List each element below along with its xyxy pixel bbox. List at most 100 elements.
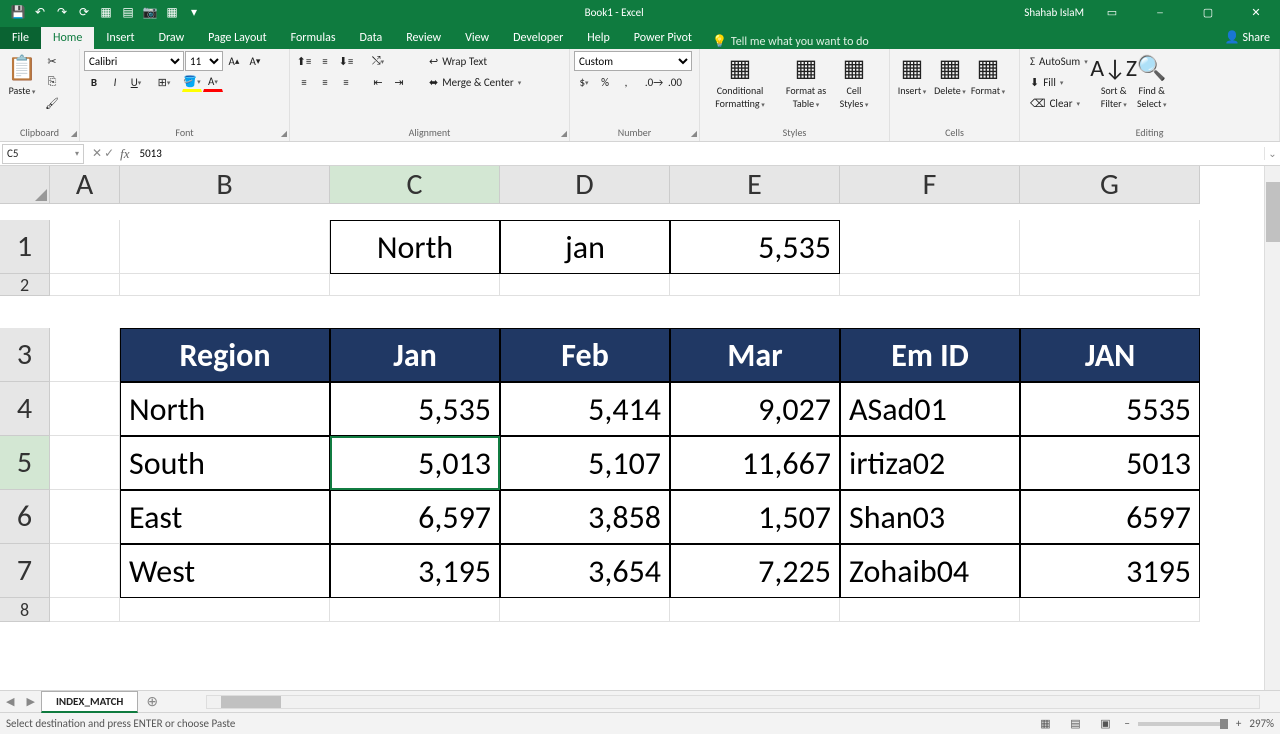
vscroll-thumb[interactable] <box>1266 182 1280 242</box>
tab-home[interactable]: Home <box>41 27 94 49</box>
italic-button[interactable]: I <box>105 72 125 92</box>
clear-button[interactable]: ⌫Clear <box>1024 93 1094 113</box>
add-sheet-button[interactable]: ⊕ <box>138 693 166 710</box>
cell-C5[interactable]: 5,013 <box>330 436 500 490</box>
cell-F1[interactable] <box>840 220 1020 274</box>
row-header-8[interactable]: 8 <box>0 598 50 622</box>
find-select-button[interactable]: 🔍Find & Select <box>1134 51 1170 110</box>
font-color-button[interactable]: A <box>203 72 223 92</box>
delete-cells-button[interactable]: ▦Delete <box>932 51 968 97</box>
cell-G7[interactable]: 3195 <box>1020 544 1200 598</box>
cell-G4[interactable]: 5535 <box>1020 382 1200 436</box>
cell-B2[interactable] <box>120 274 330 296</box>
cell-G8[interactable] <box>1020 598 1200 622</box>
formula-input[interactable] <box>136 147 1264 160</box>
cell-E7[interactable]: 7,225 <box>670 544 840 598</box>
zoom-level[interactable]: 297% <box>1249 717 1274 730</box>
conditional-formatting-button[interactable]: ▦Conditional Formatting <box>704 51 776 110</box>
cell-A5[interactable] <box>50 436 120 490</box>
normal-view-icon[interactable]: ▦ <box>1034 717 1056 730</box>
fill-color-button[interactable]: 🪣 <box>182 72 202 92</box>
cell-F8[interactable] <box>840 598 1020 622</box>
camera-icon[interactable]: 📷 <box>140 2 160 22</box>
col-header-G[interactable]: G <box>1020 166 1200 204</box>
increase-decimal-button[interactable]: .0→ <box>644 72 664 92</box>
autosum-button[interactable]: ΣAutoSum <box>1024 51 1094 71</box>
table-icon[interactable]: ▦ <box>162 2 182 22</box>
merge-center-button[interactable]: ⬌Merge & Center <box>423 72 527 92</box>
cell-F5[interactable]: irtiza02 <box>840 436 1020 490</box>
align-right-button[interactable]: ≡ <box>336 72 356 92</box>
undo-icon[interactable]: ↶ <box>30 2 50 22</box>
cell-A6[interactable] <box>50 490 120 544</box>
cell-G2[interactable] <box>1020 274 1200 296</box>
tab-file[interactable]: File <box>0 27 41 49</box>
cell-F3[interactable]: Em ID <box>840 328 1020 382</box>
cell-B4[interactable]: North <box>120 382 330 436</box>
cell-G6[interactable]: 6597 <box>1020 490 1200 544</box>
decrease-indent-button[interactable]: ⇤ <box>368 72 388 92</box>
zoom-slider[interactable] <box>1138 722 1228 726</box>
row-header-6[interactable]: 6 <box>0 490 50 544</box>
borders-button[interactable]: ⊞ <box>154 72 174 92</box>
wrap-text-button[interactable]: ↩Wrap Text <box>423 51 527 71</box>
col-header-B[interactable]: B <box>120 166 330 204</box>
cell-B1[interactable] <box>120 220 330 274</box>
format-as-table-button[interactable]: ▦Format as Table <box>778 51 834 110</box>
cell-G3[interactable]: JAN <box>1020 328 1200 382</box>
close-button[interactable]: ✕ <box>1236 0 1276 24</box>
tab-draw[interactable]: Draw <box>147 27 197 49</box>
enter-formula-icon[interactable]: ✓ <box>104 146 114 161</box>
cell-A7[interactable] <box>50 544 120 598</box>
cancel-formula-icon[interactable]: ✕ <box>92 146 102 161</box>
cell-E5[interactable]: 11,667 <box>670 436 840 490</box>
minimize-button[interactable]: ─ <box>1140 0 1180 24</box>
align-left-button[interactable]: ≡ <box>294 72 314 92</box>
vertical-scrollbar[interactable] <box>1264 166 1280 690</box>
paste-button[interactable]: 📋Paste <box>4 51 40 97</box>
repeat-icon[interactable]: ⟳ <box>74 2 94 22</box>
comma-button[interactable]: , <box>616 72 636 92</box>
cell-F6[interactable]: Shan03 <box>840 490 1020 544</box>
tab-view[interactable]: View <box>453 27 501 49</box>
page-break-view-icon[interactable]: ▣ <box>1094 717 1116 730</box>
tab-power-pivot[interactable]: Power Pivot <box>622 27 704 49</box>
increase-indent-button[interactable]: ⇥ <box>389 72 409 92</box>
select-all-corner[interactable] <box>0 166 50 204</box>
fill-button[interactable]: ⬇Fill <box>1024 72 1094 92</box>
share-button[interactable]: 👤 Share <box>1215 26 1280 49</box>
hscroll-thumb[interactable] <box>221 696 281 708</box>
cell-C4[interactable]: 5,535 <box>330 382 500 436</box>
save-icon[interactable]: 💾 <box>8 2 28 22</box>
row-header-3[interactable]: 3 <box>0 328 50 382</box>
align-middle-button[interactable]: ≡ <box>315 51 335 71</box>
align-bottom-button[interactable]: ⬇≡ <box>336 51 356 71</box>
sheet-nav-next-icon[interactable]: ▶ <box>20 695 40 708</box>
row-header-1[interactable]: 1 <box>0 220 50 274</box>
orientation-button[interactable]: ⤭ <box>368 51 388 71</box>
bold-button[interactable]: B <box>84 72 104 92</box>
cell-A4[interactable] <box>50 382 120 436</box>
cell-E2[interactable] <box>670 274 840 296</box>
cell-D3[interactable]: Feb <box>500 328 670 382</box>
sheet-nav-prev-icon[interactable]: ◀ <box>0 695 20 708</box>
increase-font-button[interactable]: A▴ <box>224 51 244 71</box>
col-header-D[interactable]: D <box>500 166 670 204</box>
cell-E6[interactable]: 1,507 <box>670 490 840 544</box>
ribbon-options-icon[interactable]: ▭ <box>1092 0 1132 24</box>
maximize-button[interactable]: ▢ <box>1188 0 1228 24</box>
cell-E1[interactable]: 5,535 <box>670 220 840 274</box>
cell-C2[interactable] <box>330 274 500 296</box>
cut-button[interactable]: ✂ <box>42 51 62 71</box>
cell-E4[interactable]: 9,027 <box>670 382 840 436</box>
tab-help[interactable]: Help <box>575 27 622 49</box>
cell-D8[interactable] <box>500 598 670 622</box>
underline-button[interactable]: U <box>126 72 146 92</box>
page-layout-view-icon[interactable]: ▤ <box>1064 717 1086 730</box>
decrease-font-button[interactable]: A▾ <box>245 51 265 71</box>
alignment-launcher-icon[interactable]: ◢ <box>561 129 567 139</box>
cell-F4[interactable]: ASad01 <box>840 382 1020 436</box>
col-header-A[interactable]: A <box>50 166 120 204</box>
cell-C8[interactable] <box>330 598 500 622</box>
zoom-out-button[interactable]: − <box>1124 717 1129 730</box>
